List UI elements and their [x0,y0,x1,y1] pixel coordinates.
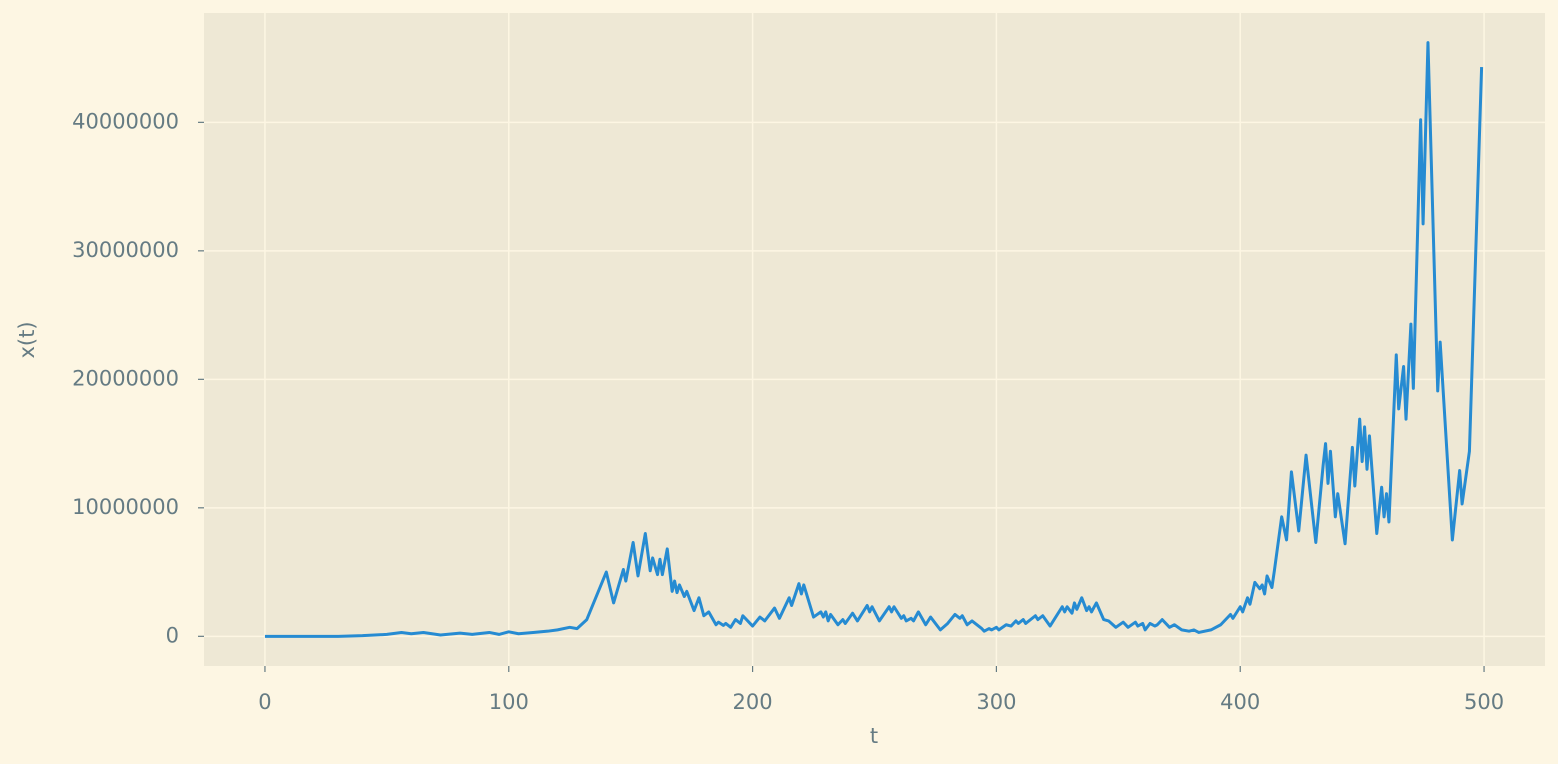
x-tick-label: 300 [976,690,1016,714]
x-tick-label: 500 [1464,690,1504,714]
y-tick-label: 30000000 [72,238,179,262]
data-line [264,41,1484,638]
plot-area [204,13,1545,666]
x-tick-label: 400 [1220,690,1260,714]
x-tick-label: 0 [258,690,271,714]
x-axis-label: t [870,724,878,748]
y-tick-label: 40000000 [72,109,179,133]
x-tick-label: 200 [733,690,773,714]
x-tick-label: 100 [489,690,529,714]
y-axis-label: x(t) [15,321,39,358]
y-tick-label: 20000000 [72,366,179,390]
y-tick-label: 0 [166,623,179,647]
y-tick-label: 10000000 [72,495,179,519]
